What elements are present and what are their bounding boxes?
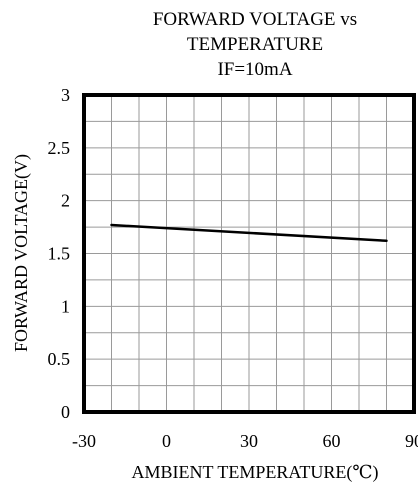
title-line-3: IF=10mA (217, 59, 292, 80)
x-axis-label: AMBIENT TEMPERATURE(℃) (132, 462, 379, 483)
x-tick-label: 60 (323, 431, 341, 451)
x-tick-label: 0 (162, 431, 171, 451)
series-lines (110, 223, 388, 243)
y-tick-label: 2.5 (48, 138, 71, 158)
x-tick-label: -30 (72, 431, 96, 451)
title-line-1: FORWARD VOLTAGE vs (153, 9, 357, 30)
y-tick-label: 1.5 (48, 244, 71, 264)
y-tick-label: 1 (61, 296, 70, 316)
x-tick-label: 90 (405, 431, 418, 451)
grid (84, 95, 414, 412)
y-tick-labels: 0 0.5 1 1.5 2 2.5 3 (48, 85, 71, 422)
y-tick-label: 0 (61, 402, 70, 422)
plot-area-border (82, 93, 416, 414)
series-line-1 (110, 223, 388, 243)
x-tick-label: 30 (240, 431, 258, 451)
y-axis-label: FORWARD VOLTAGE(V) (11, 154, 32, 352)
chart-title: FORWARD VOLTAGE vs TEMPERATURE IF=10mA (153, 9, 357, 80)
y-tick-label: 2 (61, 191, 70, 211)
title-line-2: TEMPERATURE (187, 34, 323, 55)
y-tick-label: 0.5 (48, 349, 71, 369)
y-tick-label: 3 (61, 85, 70, 105)
x-tick-labels: -30 0 30 60 90 (72, 431, 418, 451)
